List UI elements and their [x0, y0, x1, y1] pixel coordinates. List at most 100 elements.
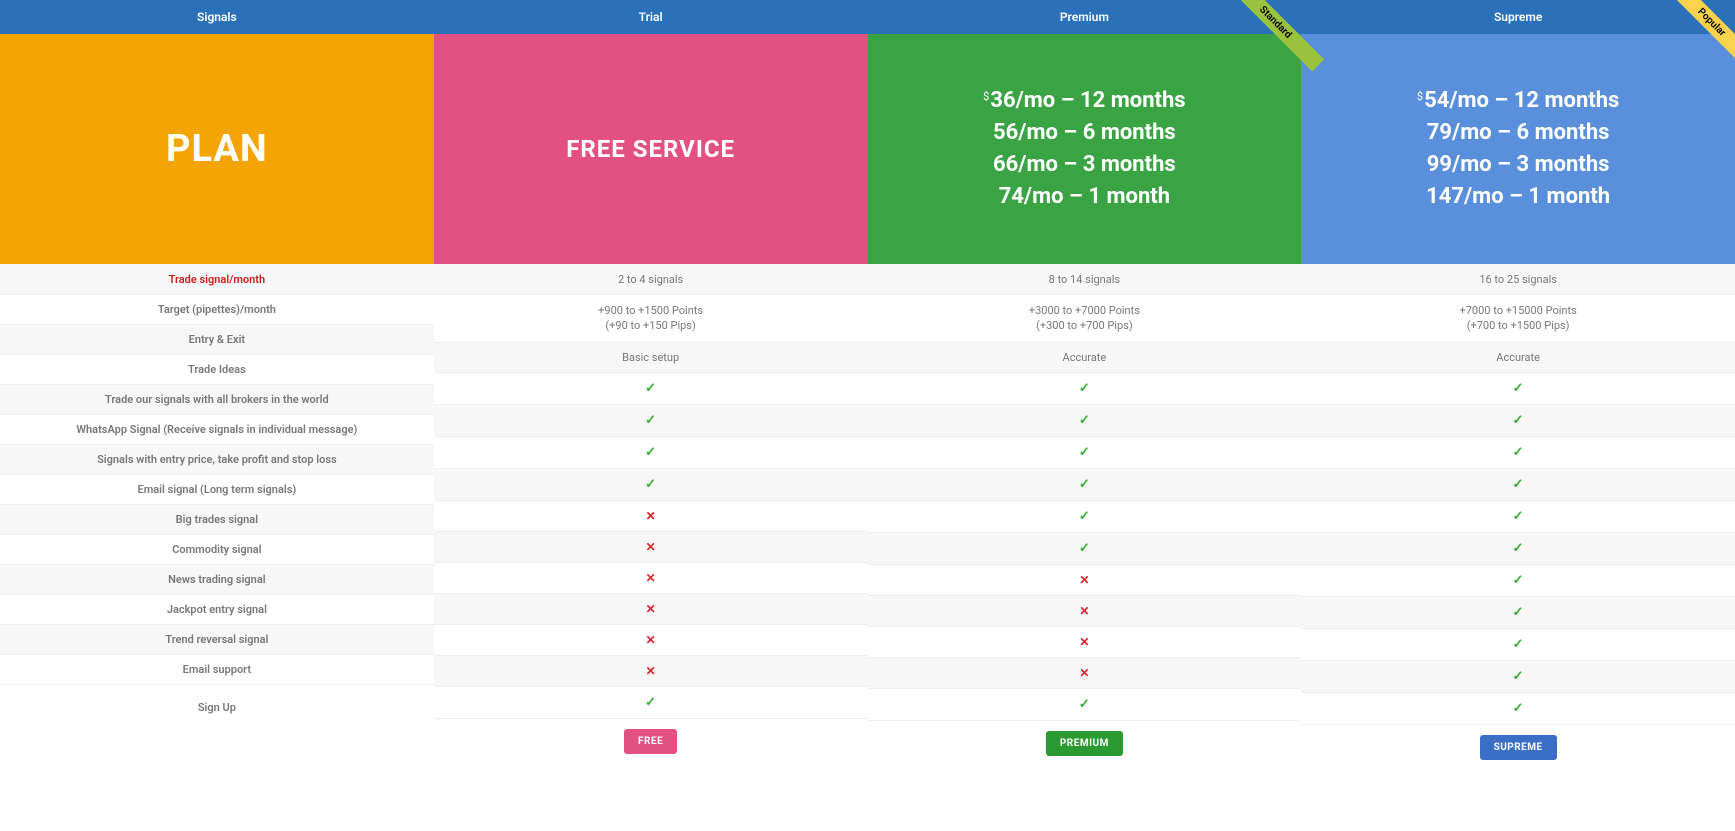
feature-label: Trade Ideas	[188, 363, 246, 376]
cross-icon: ✕	[646, 664, 656, 678]
cross-icon: ✕	[646, 540, 656, 554]
feature-cell: 16 to 25 signals	[1301, 264, 1735, 294]
check-icon: ✓	[1513, 413, 1524, 428]
signup-label-row: Sign Up	[0, 684, 434, 730]
feature-label: WhatsApp Signal (Receive signals in indi…	[76, 423, 357, 436]
feature-cell: ✕	[868, 564, 1302, 595]
check-icon: ✓	[645, 477, 656, 492]
check-icon: ✓	[1079, 477, 1090, 492]
feature-cell: ✕	[434, 593, 868, 624]
col-trial: Trial FREE SERVICE 2 to 4 signals+900 to…	[434, 0, 868, 770]
check-icon: ✓	[1079, 541, 1090, 556]
cross-icon: ✕	[1079, 604, 1089, 618]
feature-cell: ✓	[868, 468, 1302, 500]
feature-label-row: Jackpot entry signal	[0, 594, 434, 624]
check-icon: ✓	[1513, 573, 1524, 588]
cross-icon: ✕	[646, 602, 656, 616]
header-signals: Signals	[0, 0, 434, 34]
check-icon: ✓	[1079, 697, 1090, 712]
feature-cell: ✓	[868, 688, 1302, 720]
feature-cell: Accurate	[868, 342, 1302, 372]
header-trial: Trial	[434, 0, 868, 34]
feature-label: Email signal (Long term signals)	[138, 483, 297, 496]
feature-label: Trade our signals with all brokers in th…	[105, 393, 329, 406]
hero-plan: PLAN	[0, 34, 434, 264]
feature-cell: 2 to 4 signals	[434, 264, 868, 294]
feature-label: Big trades signal	[176, 513, 258, 526]
feature-cell: ✓	[434, 686, 868, 718]
feature-cell: +900 to +1500 Points(+90 to +150 Pips)	[434, 294, 868, 342]
feature-cell: ✓	[434, 404, 868, 436]
feature-cell: ✓	[434, 372, 868, 404]
signup-trial-row: FREE	[434, 718, 868, 764]
feature-cell: 8 to 14 signals	[868, 264, 1302, 294]
cross-icon: ✕	[1079, 666, 1089, 680]
col-premium: Premium $36/mo – 12 months 56/mo – 6 mon…	[868, 0, 1302, 770]
feature-cell: ✓	[1301, 564, 1735, 596]
feature-label: Email support	[183, 663, 251, 676]
feature-cell: ✕	[434, 562, 868, 593]
cross-icon: ✕	[646, 633, 656, 647]
feature-label: Entry & Exit	[189, 333, 246, 346]
feature-label-row: Trade signal/month	[0, 264, 434, 294]
header-supreme: Supreme	[1301, 0, 1735, 34]
free-button[interactable]: FREE	[624, 729, 677, 754]
feature-label-row: WhatsApp Signal (Receive signals in indi…	[0, 414, 434, 444]
check-icon: ✓	[645, 695, 656, 710]
feature-label-row: Commodity signal	[0, 534, 434, 564]
feature-label: Commodity signal	[172, 543, 261, 556]
feature-cell: Accurate	[1301, 342, 1735, 372]
feature-label-row: Email signal (Long term signals)	[0, 474, 434, 504]
feature-cell: ✓	[1301, 532, 1735, 564]
feature-label-row: News trading signal	[0, 564, 434, 594]
hero-trial: FREE SERVICE	[434, 34, 868, 264]
feature-cell: ✕	[868, 595, 1302, 626]
feature-label: Jackpot entry signal	[167, 603, 267, 616]
feature-cell: +7000 to +15000 Points(+700 to +1500 Pip…	[1301, 294, 1735, 342]
feature-label-row: Target (pipettes)/month	[0, 294, 434, 324]
feature-label: Trade signal/month	[169, 273, 266, 286]
feature-label-row: Trade our signals with all brokers in th…	[0, 384, 434, 414]
check-icon: ✓	[1513, 509, 1524, 524]
check-icon: ✓	[1079, 445, 1090, 460]
check-icon: ✓	[1513, 637, 1524, 652]
supreme-button[interactable]: SUPREME	[1480, 735, 1557, 760]
feature-cell: ✓	[868, 372, 1302, 404]
col-supreme: Supreme $54/mo – 12 months 79/mo – 6 mon…	[1301, 0, 1735, 770]
feature-label-row: Big trades signal	[0, 504, 434, 534]
feature-label: Trend reversal signal	[165, 633, 268, 646]
feature-label-row: Signals with entry price, take profit an…	[0, 444, 434, 474]
check-icon: ✓	[645, 381, 656, 396]
feature-label-row: Email support	[0, 654, 434, 684]
feature-cell: ✕	[434, 500, 868, 531]
feature-cell: ✓	[868, 436, 1302, 468]
hero-premium-pricing: $36/mo – 12 months 56/mo – 6 months 66/m…	[983, 85, 1185, 213]
premium-button[interactable]: PREMIUM	[1046, 731, 1123, 756]
check-icon: ✓	[1079, 509, 1090, 524]
feature-label-row: Entry & Exit	[0, 324, 434, 354]
check-icon: ✓	[1513, 381, 1524, 396]
check-icon: ✓	[1079, 413, 1090, 428]
feature-cell: ✕	[434, 531, 868, 562]
signup-supreme-row: SUPREME	[1301, 724, 1735, 770]
feature-cell: ✓	[1301, 468, 1735, 500]
feature-cell: Basic setup	[434, 342, 868, 372]
cross-icon: ✕	[646, 509, 656, 523]
header-premium: Premium	[868, 0, 1302, 34]
check-icon: ✓	[1513, 605, 1524, 620]
check-icon: ✓	[1079, 381, 1090, 396]
feature-cell: +3000 to +7000 Points(+300 to +700 Pips)	[868, 294, 1302, 342]
check-icon: ✓	[1513, 541, 1524, 556]
feature-cell: ✓	[434, 436, 868, 468]
col-signals: Signals PLAN Trade signal/month Target (p…	[0, 0, 434, 770]
hero-supreme-pricing: $54/mo – 12 months 79/mo – 6 months 99/m…	[1417, 85, 1619, 213]
check-icon: ✓	[645, 445, 656, 460]
hero-supreme: $54/mo – 12 months 79/mo – 6 months 99/m…	[1301, 34, 1735, 264]
hero-trial-title: FREE SERVICE	[566, 135, 735, 163]
check-icon: ✓	[1513, 701, 1524, 716]
feature-cell: ✕	[868, 657, 1302, 688]
feature-cell: ✓	[1301, 500, 1735, 532]
cross-icon: ✕	[1079, 573, 1089, 587]
feature-cell: ✕	[434, 655, 868, 686]
feature-cell: ✓	[868, 532, 1302, 564]
